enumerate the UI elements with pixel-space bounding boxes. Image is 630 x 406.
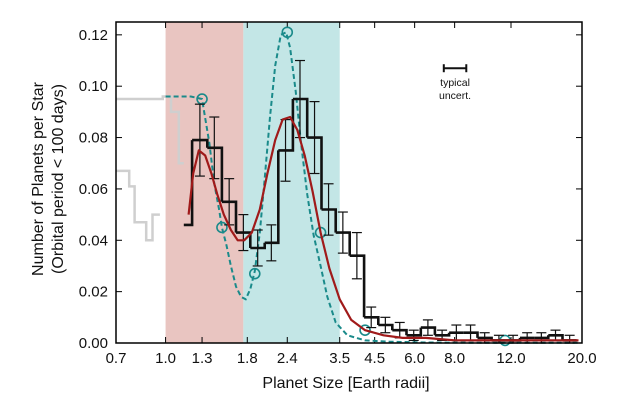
uncorrected-histogram	[116, 95, 184, 242]
error-bar	[351, 231, 362, 280]
error-bar	[366, 306, 377, 329]
plot-frame	[115, 21, 583, 344]
typical-uncertainty-annotation: typical uncert.	[439, 64, 471, 102]
x-tick-label: 0.7	[106, 350, 127, 367]
histogram-bin	[264, 150, 280, 245]
histogram-bin	[321, 208, 337, 233]
error-bar	[422, 319, 433, 336]
model-curve	[165, 26, 579, 347]
histogram-bin	[292, 97, 309, 138]
x-tick-label: 1.0	[155, 350, 176, 367]
histogram-bin	[335, 231, 351, 256]
y-axis-label-line2: (Orbital period < 100 days)	[50, 84, 67, 274]
x-tick-label: 12.0	[496, 350, 525, 367]
error-bar	[266, 224, 277, 262]
x-tick-label: 20.0	[567, 350, 596, 367]
x-tick-label: 1.3	[192, 350, 213, 367]
error-bar	[309, 101, 320, 175]
error-bar	[337, 211, 348, 254]
x-tick-labels: 0.7 1.0 1.3 1.8 2.4 3.5 4.5 6.0 8.0 12.0 20.0	[106, 350, 597, 367]
model-marker	[216, 221, 228, 234]
y-tick-label: 0.12	[79, 27, 108, 44]
error-bar	[238, 214, 249, 252]
uncertainty-label-line2: uncert.	[439, 90, 471, 102]
histogram-bin	[307, 136, 323, 210]
shaded-regions	[165, 22, 340, 343]
model-marker	[359, 324, 371, 336]
x-tick-label: 3.5	[329, 350, 350, 367]
shaded-region-1	[165, 22, 244, 343]
histogram-bin	[392, 328, 408, 336]
model-marker	[281, 26, 294, 39]
histogram-bin	[548, 334, 564, 341]
histogram-bin	[221, 200, 238, 233]
histogram-bin	[420, 326, 437, 336]
histogram-bin	[406, 327, 423, 337]
x-axis-label: Planet Size [Earth radii]	[262, 375, 429, 392]
y-tick-label: 0.00	[79, 335, 108, 352]
error-bar	[194, 103, 205, 177]
y-tick-label: 0.04	[79, 232, 108, 249]
y-tick-label: 0.06	[79, 181, 108, 198]
x-tick-label: 1.8	[237, 350, 258, 367]
histogram-bin	[250, 242, 266, 250]
shaded-region-2	[243, 22, 340, 343]
x-tick-label: 8.0	[444, 350, 465, 367]
histogram-bin	[192, 138, 209, 148]
error-bar	[209, 116, 220, 180]
y-axis-label-line1: Number of Planets per Star	[30, 81, 47, 276]
y-tick-label: 0.02	[79, 284, 108, 301]
histogram-bin	[278, 99, 295, 152]
histogram-bin	[349, 254, 366, 318]
model-marker	[249, 267, 261, 280]
histogram-bin	[207, 146, 224, 202]
y-tick-label: 0.08	[79, 130, 108, 147]
uncertainty-label-line1: typical	[440, 77, 470, 89]
fit-curve	[187, 115, 579, 342]
y-tick-label: 0.10	[79, 78, 108, 95]
error-bar	[323, 183, 334, 236]
histogram-bin	[378, 323, 394, 331]
x-tick-label: 4.5	[364, 350, 385, 367]
x-tick-label: 6.0	[404, 350, 425, 367]
uncorrected-histogram-upper	[116, 95, 184, 165]
histogram-bin	[364, 316, 380, 325]
histogram-bin	[183, 140, 194, 227]
x-tick-label: 2.4	[277, 350, 298, 367]
error-bar	[252, 229, 263, 267]
error-bars	[194, 59, 575, 344]
histogram-bin	[463, 331, 479, 338]
uncorrected-histogram-lower	[116, 169, 160, 242]
fit-curve-line	[187, 115, 579, 342]
error-bar	[380, 316, 391, 334]
y-tick-labels: 0.00 0.02 0.04 0.06 0.08 0.10 0.12	[79, 27, 108, 352]
model-curve-line	[165, 30, 579, 344]
